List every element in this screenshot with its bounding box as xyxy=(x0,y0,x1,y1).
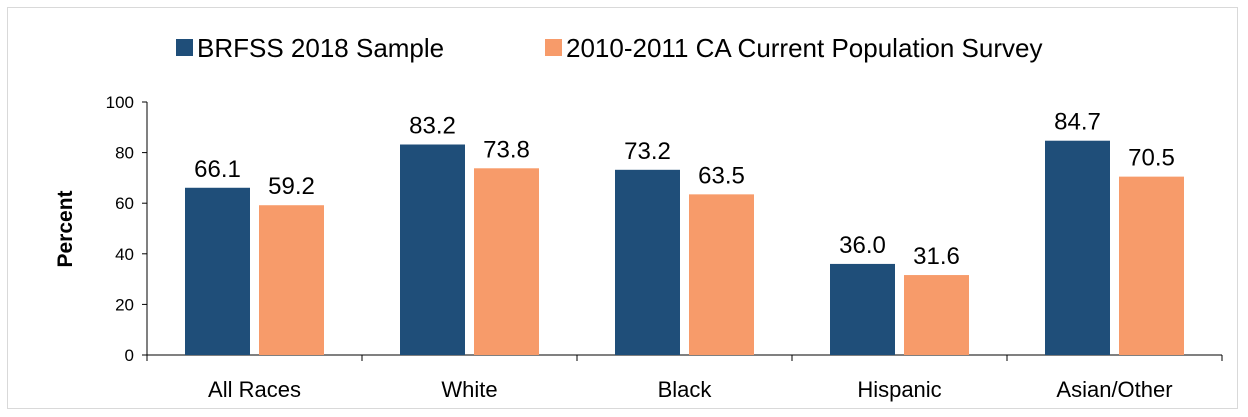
data-label: 70.5 xyxy=(1128,145,1175,172)
category-label: All Races xyxy=(208,377,301,402)
y-ticks: 0 20 40 60 80 100 xyxy=(106,93,147,365)
bar-asian-other-series-0 xyxy=(1045,140,1110,355)
bar-black-series-0 xyxy=(615,169,680,355)
legend-label-series-1: 2010-2011 CA Current Population Survey xyxy=(566,33,1042,63)
bar-all-races-series-1 xyxy=(259,205,324,355)
data-label: 63.5 xyxy=(698,162,745,189)
category-label: Hispanic xyxy=(857,377,941,402)
category-label: Asian/Other xyxy=(1056,377,1172,402)
legend: BRFSS 2018 Sample 2010-2011 CA Current P… xyxy=(176,33,1042,63)
legend-label-series-0: BRFSS 2018 Sample xyxy=(197,33,444,63)
data-label: 59.2 xyxy=(268,173,315,200)
data-label: 73.2 xyxy=(624,138,671,165)
bar-white-series-0 xyxy=(400,144,465,355)
bar-hispanic-series-0 xyxy=(830,263,895,355)
data-label: 73.8 xyxy=(483,136,530,163)
bars xyxy=(185,140,1184,355)
data-label: 84.7 xyxy=(1054,109,1101,136)
data-label: 31.6 xyxy=(913,243,960,270)
data-label: 66.1 xyxy=(194,156,241,183)
x-ticks xyxy=(146,355,1223,361)
legend-swatch-series-0 xyxy=(176,39,193,56)
y-tick-label: 100 xyxy=(106,93,134,112)
category-label: Black xyxy=(658,377,713,402)
value-labels: 66.1 59.2 83.2 73.8 73.2 63.5 36.0 31.6 84.7 70.5 xyxy=(194,109,1175,270)
category-labels: All Races White Black Hispanic Asian/Other xyxy=(208,377,1173,402)
bar-white-series-1 xyxy=(474,168,539,355)
bar-asian-other-series-1 xyxy=(1119,176,1184,355)
legend-swatch-series-1 xyxy=(545,39,562,56)
y-axis-title: Percent xyxy=(54,190,77,267)
y-tick-label: 0 xyxy=(125,346,134,365)
bar-hispanic-series-1 xyxy=(904,275,969,355)
y-tick-label: 60 xyxy=(115,194,134,213)
bar-all-races-series-0 xyxy=(185,187,250,355)
y-tick-label: 20 xyxy=(115,295,134,314)
data-label: 83.2 xyxy=(409,113,456,140)
category-label: White xyxy=(441,377,497,402)
data-label: 36.0 xyxy=(839,232,886,259)
y-tick-label: 40 xyxy=(115,245,134,264)
y-tick-label: 80 xyxy=(115,144,134,163)
bar-black-series-1 xyxy=(689,194,754,355)
